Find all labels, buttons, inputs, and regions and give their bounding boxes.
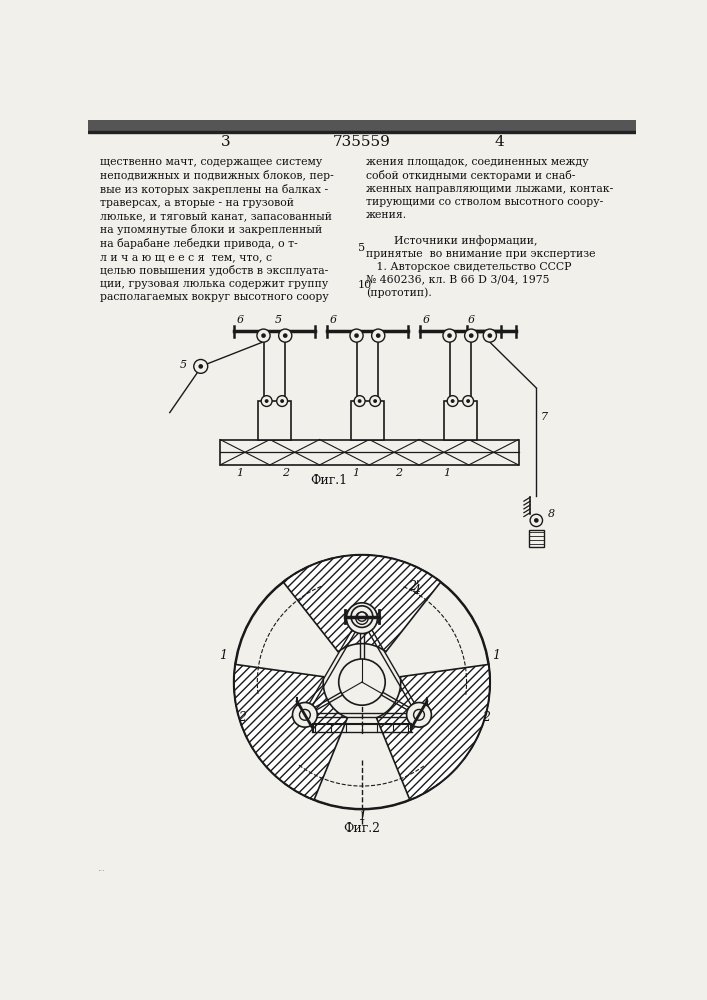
Polygon shape (284, 555, 440, 652)
Circle shape (354, 396, 365, 406)
Circle shape (279, 329, 292, 342)
Circle shape (234, 555, 490, 809)
Text: 1: 1 (492, 649, 500, 662)
Text: 2': 2' (409, 580, 420, 593)
Circle shape (264, 399, 269, 403)
Circle shape (443, 329, 456, 342)
Text: Фиг.2: Фиг.2 (344, 822, 380, 835)
Text: 7: 7 (540, 412, 547, 422)
Circle shape (194, 359, 208, 373)
Circle shape (339, 659, 385, 705)
Circle shape (488, 333, 492, 338)
Circle shape (293, 703, 317, 727)
Circle shape (357, 612, 367, 621)
Text: 735559: 735559 (333, 135, 391, 149)
Text: 10: 10 (358, 280, 373, 290)
Circle shape (373, 399, 377, 403)
Text: 6: 6 (237, 315, 244, 325)
Polygon shape (376, 664, 490, 800)
Text: ...: ... (98, 865, 105, 873)
Text: 2: 2 (482, 711, 490, 724)
Text: 2: 2 (282, 468, 290, 478)
Circle shape (356, 612, 368, 624)
Text: жения площадок, соединенных между
собой откидными секторами и снаб-
женных напра: жения площадок, соединенных между собой … (366, 157, 613, 298)
Bar (88, 120, 636, 131)
Text: 4: 4 (494, 135, 504, 149)
Text: 5: 5 (358, 243, 366, 253)
Circle shape (448, 396, 458, 406)
Text: 6: 6 (329, 315, 337, 325)
Text: 1: 1 (219, 649, 227, 662)
Circle shape (276, 396, 288, 406)
Bar (88, 131, 636, 133)
Circle shape (300, 709, 310, 720)
Circle shape (407, 703, 431, 727)
Text: 5: 5 (180, 360, 187, 370)
Circle shape (448, 333, 452, 338)
Bar (258, 401, 291, 440)
Text: 1: 1 (358, 810, 366, 823)
Circle shape (414, 709, 424, 720)
Circle shape (530, 514, 542, 527)
Circle shape (283, 333, 288, 338)
Circle shape (372, 329, 385, 342)
Circle shape (469, 333, 474, 338)
Text: 4: 4 (412, 584, 421, 597)
Circle shape (464, 329, 478, 342)
Circle shape (261, 396, 272, 406)
Circle shape (351, 606, 373, 627)
Circle shape (358, 399, 361, 403)
Text: Фиг.1: Фиг.1 (310, 474, 347, 487)
Circle shape (450, 399, 455, 403)
Circle shape (350, 329, 363, 342)
Text: 6: 6 (423, 315, 430, 325)
Circle shape (370, 396, 380, 406)
Circle shape (280, 399, 284, 403)
Text: 2: 2 (395, 468, 402, 478)
Circle shape (261, 333, 266, 338)
Circle shape (199, 364, 203, 369)
Bar (444, 401, 477, 440)
Text: щественно мачт, содержащее систему
неподвижных и подвижных блоков, пер-
вые из к: щественно мачт, содержащее систему непод… (100, 157, 334, 302)
Text: 6: 6 (467, 315, 475, 325)
Bar (220, 440, 518, 465)
Text: 3: 3 (221, 135, 230, 149)
Text: 1: 1 (352, 468, 359, 478)
Circle shape (462, 396, 474, 406)
Circle shape (376, 333, 380, 338)
Text: 8: 8 (548, 509, 555, 519)
Bar (351, 401, 384, 440)
Circle shape (466, 399, 470, 403)
Bar (529, 530, 544, 547)
Circle shape (534, 518, 539, 523)
Circle shape (257, 329, 270, 342)
Text: 5: 5 (275, 315, 282, 325)
Text: 1: 1 (443, 468, 450, 478)
Circle shape (354, 333, 359, 338)
Polygon shape (234, 664, 347, 800)
Text: 2: 2 (238, 711, 246, 724)
Circle shape (484, 329, 496, 342)
Text: 1: 1 (236, 468, 243, 478)
Circle shape (346, 603, 378, 634)
